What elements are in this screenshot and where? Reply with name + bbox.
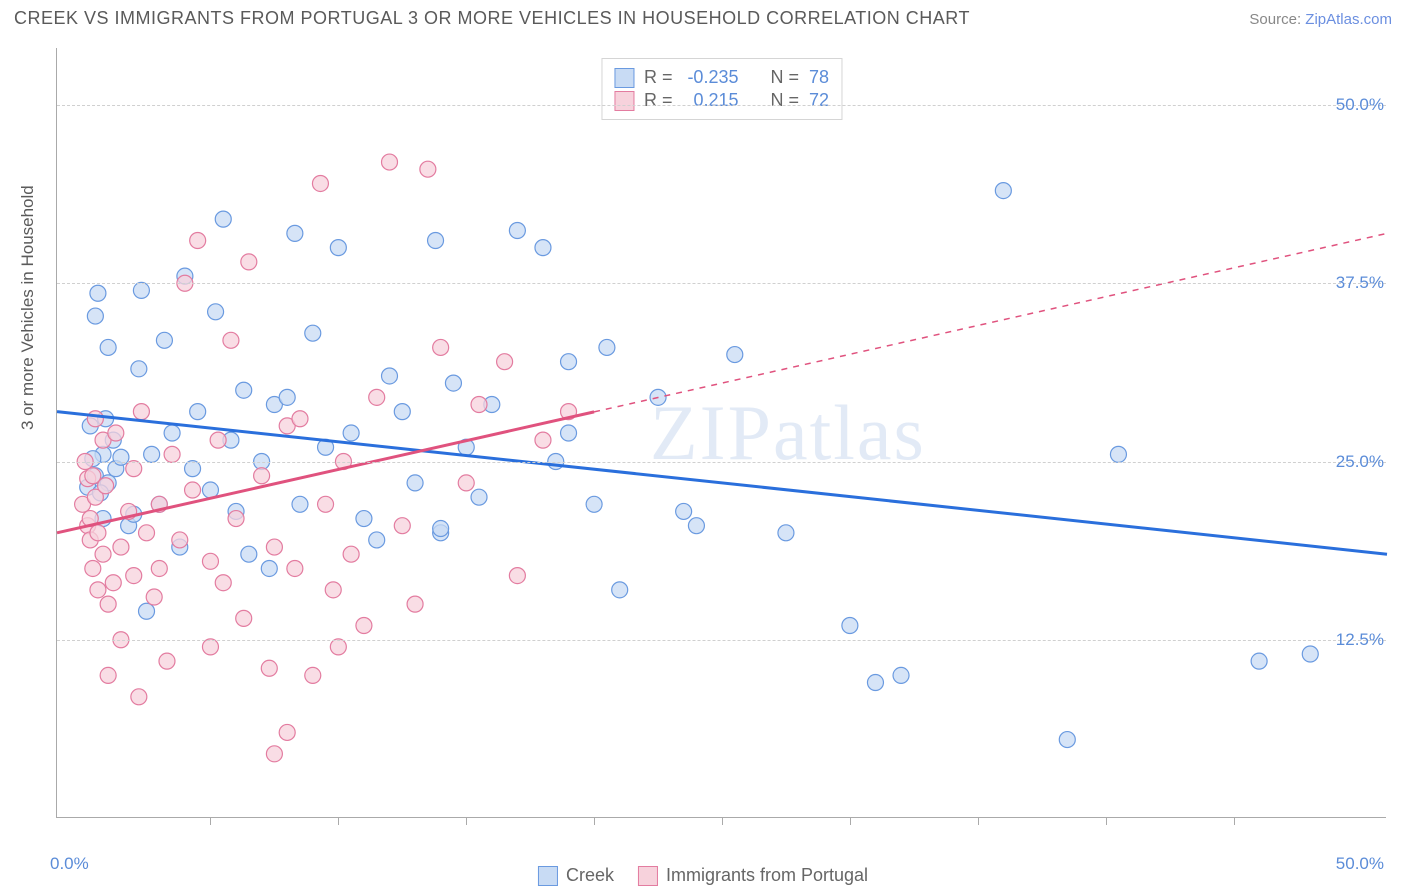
chart-title: CREEK VS IMMIGRANTS FROM PORTUGAL 3 OR M… — [14, 8, 970, 29]
swatch-portugal — [614, 91, 634, 111]
swatch-creek — [614, 68, 634, 88]
legend-item-portugal: Immigrants from Portugal — [638, 865, 868, 886]
legend-label-creek: Creek — [566, 865, 614, 886]
legend-swatch-portugal — [638, 866, 658, 886]
plot-area: ZIPatlas R = -0.235 N = 78 R = 0.215 N =… — [56, 48, 1386, 818]
scatter-svg — [57, 48, 1386, 817]
y-tick-label: 12.5% — [1336, 630, 1384, 650]
x-axis-min: 0.0% — [50, 854, 89, 874]
source-link[interactable]: ZipAtlas.com — [1305, 11, 1392, 28]
stats-row-portugal: R = 0.215 N = 72 — [614, 90, 829, 111]
y-tick-label: 37.5% — [1336, 273, 1384, 293]
header: CREEK VS IMMIGRANTS FROM PORTUGAL 3 OR M… — [14, 8, 1392, 29]
source-label: Source: ZipAtlas.com — [1249, 11, 1392, 28]
x-axis-max: 50.0% — [1336, 854, 1384, 874]
legend-bottom: Creek Immigrants from Portugal — [538, 865, 868, 886]
legend-swatch-creek — [538, 866, 558, 886]
stats-row-creek: R = -0.235 N = 78 — [614, 67, 829, 88]
legend-item-creek: Creek — [538, 865, 614, 886]
stats-legend-box: R = -0.235 N = 78 R = 0.215 N = 72 — [601, 58, 842, 120]
legend-label-portugal: Immigrants from Portugal — [666, 865, 868, 886]
y-axis-label: 3 or more Vehicles in Household — [18, 185, 38, 430]
y-tick-label: 25.0% — [1336, 452, 1384, 472]
y-tick-label: 50.0% — [1336, 95, 1384, 115]
